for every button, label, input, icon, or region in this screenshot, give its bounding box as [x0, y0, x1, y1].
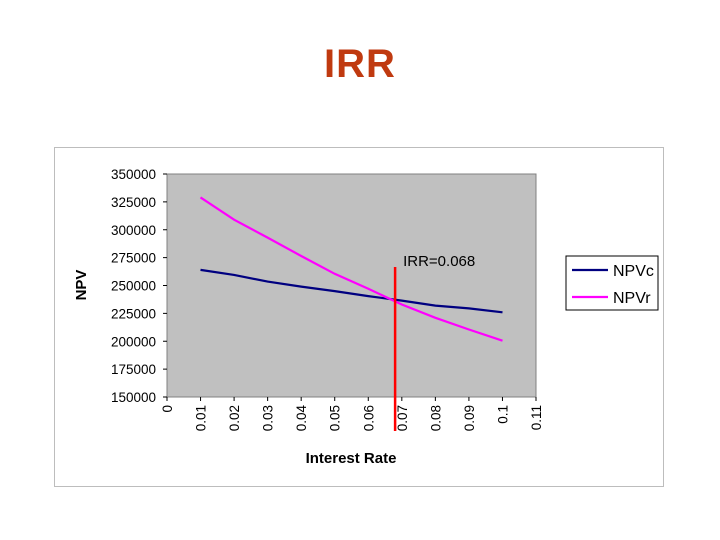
- y-tick-label: 250000: [111, 279, 156, 294]
- x-axis-title: Interest Rate: [306, 450, 397, 467]
- slide-title: IRR: [324, 42, 396, 86]
- legend-box: [565, 255, 659, 311]
- x-tick-label: 0.11: [529, 405, 544, 430]
- y-tick-label: 200000: [111, 334, 156, 349]
- x-tick-label: 0.05: [328, 405, 343, 431]
- x-tick-label: 0.07: [395, 405, 410, 431]
- irr-label: IRR=0.068: [403, 253, 475, 270]
- y-tick-label: 325000: [111, 195, 156, 210]
- x-tick-label: 0.06: [361, 405, 376, 431]
- x-tick-label: 0.02: [227, 405, 242, 431]
- legend-label-npvr: NPVr: [613, 290, 651, 307]
- legend: NPVc NPVr: [565, 255, 659, 311]
- series-lines: [199, 196, 503, 342]
- y-tick-label: 150000: [111, 390, 156, 405]
- x-tick-label: 0.04: [294, 405, 309, 432]
- x-tick-label: 0.08: [428, 405, 443, 431]
- y-axis-title: NPV: [73, 270, 90, 301]
- y-tick-label: 275000: [111, 251, 156, 266]
- x-axis-ticks: 0 0.01 0.02 0.03 0.04 0.05 0.06 0.07 0.08 0.09 0.1…: [160, 397, 544, 431]
- plot-area: [166, 173, 537, 398]
- legend-label-npvc: NPVc: [613, 263, 654, 280]
- series-line-npvr: [199, 196, 503, 342]
- y-tick-label: 175000: [111, 362, 156, 377]
- x-tick-label: 0.1: [495, 405, 510, 424]
- x-tick-label: 0.09: [462, 405, 477, 431]
- x-tick-label: 0.03: [261, 405, 276, 431]
- y-tick-label: 225000: [111, 306, 156, 321]
- y-axis-ticks: 350000 325000 300000 275000 250000 225000 2000…: [111, 167, 167, 405]
- y-tick-label: 300000: [111, 223, 156, 238]
- x-tick-label: 0.01: [194, 405, 209, 431]
- y-tick-label: 350000: [111, 167, 156, 182]
- series-line-npvc: [200, 268, 503, 314]
- irr-annotation: IRR=0.068: [393, 253, 475, 431]
- x-tick-label: 0: [160, 405, 175, 413]
